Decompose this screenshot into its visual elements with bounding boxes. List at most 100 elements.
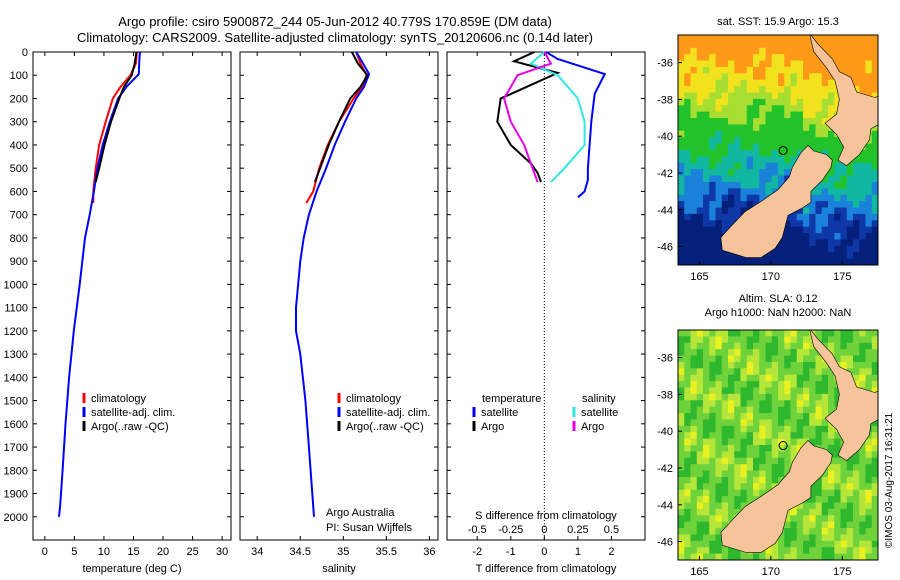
map-x-tick-label: 175 (833, 566, 851, 578)
map-grid-cell (746, 47, 754, 55)
x-tick-label: 35 (337, 546, 349, 558)
map-grid-cell (853, 245, 860, 253)
map-grid-cell (753, 47, 760, 55)
map-grid-cell (790, 98, 798, 106)
map-grid-cell (728, 406, 735, 414)
map-grid-cell (834, 239, 842, 247)
map-grid-cell (771, 413, 779, 421)
map-grid-cell (871, 489, 878, 497)
profile-axes-3 (446, 51, 646, 541)
map-grid-cell (853, 181, 860, 189)
map-grid-cell (765, 400, 773, 408)
map-grid-cell (765, 476, 773, 484)
map-grid-cell (815, 406, 823, 414)
map-grid-cell (865, 361, 873, 369)
map-grid-cell (734, 194, 742, 202)
map-grid-cell (753, 393, 760, 401)
map-grid-cell (840, 336, 848, 344)
map-grid-cell (821, 201, 829, 209)
map-grid-cell (709, 150, 717, 157)
map-grid-cell (809, 413, 817, 421)
map-grid-cell (684, 252, 692, 260)
map-grid-cell (709, 194, 717, 202)
map-grid-cell (715, 470, 723, 478)
map-grid-cell (753, 330, 760, 337)
map-grid-cell (759, 118, 767, 126)
map-grid-cell (784, 220, 792, 228)
map-grid-cell (871, 425, 878, 433)
map-grid-cell (703, 54, 710, 62)
map-grid-cell (871, 342, 878, 350)
map-grid-cell (784, 245, 792, 253)
map-grid-cell (765, 41, 773, 49)
map-grid-cell (859, 470, 867, 478)
x-tick-label: -2 (472, 546, 482, 558)
map-grid-cell (734, 150, 742, 157)
map-grid-cell (721, 438, 729, 446)
map-grid-cell (865, 47, 873, 55)
map-grid-cell (728, 66, 735, 74)
map-grid-cell (859, 47, 867, 55)
map-grid-cell (871, 540, 878, 548)
map-grid-cell (821, 137, 829, 145)
map-grid-cell (728, 508, 735, 516)
map-grid-cell (696, 207, 704, 215)
map-grid-cell (834, 143, 842, 151)
map-grid-cell (703, 451, 710, 459)
map-grid-cell (728, 432, 735, 440)
map-grid-cell (728, 118, 735, 126)
map-grid-cell (715, 387, 723, 395)
map-grid-cell (796, 105, 804, 113)
map-grid-cell (859, 508, 867, 516)
map-grid-cell (728, 124, 735, 132)
map-grid-cell (690, 111, 698, 119)
map-grid-cell (721, 124, 729, 132)
map-grid-cell (684, 361, 692, 369)
map-grid-cell (690, 60, 698, 68)
map-grid-cell (684, 330, 692, 337)
map-grid-cell (690, 540, 698, 548)
map-grid-cell (696, 245, 704, 253)
x-tick-label: 25 (186, 546, 198, 558)
map-grid-cell (759, 124, 767, 132)
map-grid-cell (721, 361, 729, 369)
map-grid-cell (859, 547, 867, 555)
map-grid-cell (828, 432, 835, 440)
y-tick-label: 1300 (4, 349, 28, 361)
map-grid-cell (690, 73, 698, 81)
map-grid-cell (715, 181, 723, 189)
map-grid-cell (784, 79, 792, 87)
map-grid-cell (709, 86, 717, 94)
map-grid-cell (740, 489, 748, 497)
map-grid-cell (728, 393, 735, 401)
map-grid-cell (828, 515, 835, 523)
map-grid-cell (740, 41, 748, 49)
map-grid-cell (859, 54, 867, 62)
map-grid-cell (771, 419, 779, 427)
map-grid-cell (809, 245, 817, 253)
map-grid-cell (859, 233, 867, 241)
map-grid-cell (834, 60, 842, 68)
map-grid-cell (740, 169, 748, 177)
y-tick-label: 500 (10, 163, 28, 175)
map-grid-cell (840, 470, 848, 478)
map-grid-cell (746, 336, 754, 344)
map-grid-cell (828, 502, 835, 510)
map-grid-cell (728, 547, 735, 555)
map-grid-cell (796, 60, 804, 68)
map-grid-cell (871, 188, 878, 196)
map-grid-cell (828, 137, 835, 145)
map-grid-cell (840, 54, 848, 62)
map-grid-cell (678, 470, 685, 478)
map-grid-cell (809, 547, 817, 555)
map-grid-cell (765, 118, 773, 126)
map-grid-cell (871, 438, 878, 446)
map-grid-cell (815, 73, 823, 81)
map-grid-cell (821, 175, 829, 183)
difference-legend-entry-label: satellite (481, 407, 518, 419)
map-grid-cell (721, 105, 729, 113)
map-grid-cell (709, 470, 717, 478)
map-grid-cell (865, 476, 873, 484)
x-tick-label: -1 (506, 546, 516, 558)
map-grid-cell (703, 98, 710, 106)
